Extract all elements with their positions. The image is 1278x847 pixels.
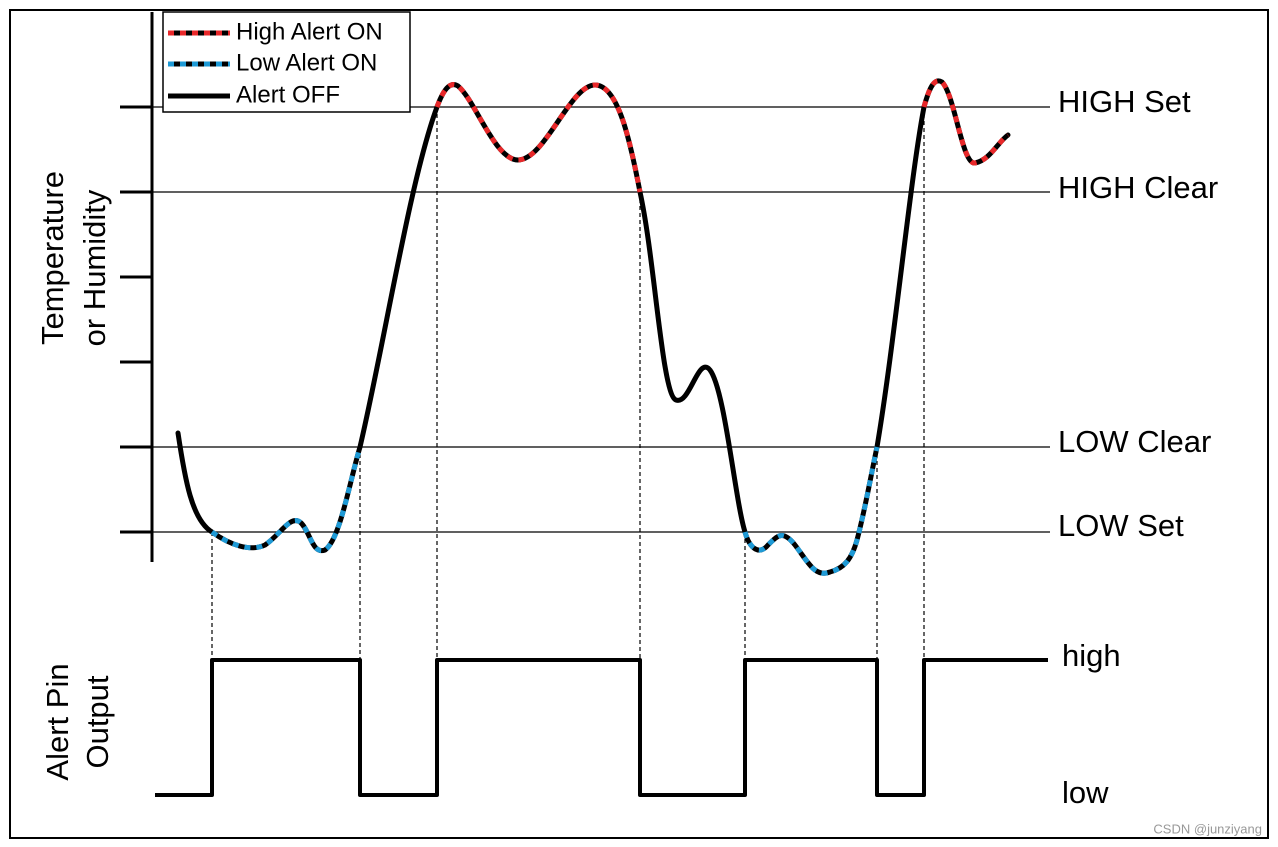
- watermark: CSDN @junziyang: [1153, 821, 1262, 836]
- threshold-label: HIGH Clear: [1058, 170, 1218, 205]
- guides: [211, 107, 925, 795]
- threshold-label: LOW Clear: [1058, 424, 1211, 459]
- threshold-label: HIGH Set: [1058, 84, 1191, 119]
- pin-level-label: low: [1062, 775, 1109, 810]
- frame: [9, 9, 1269, 839]
- low-alert-segment: [210, 446, 363, 554]
- signal-curve: [175, 78, 1011, 576]
- threshold-lines: [152, 106, 1050, 533]
- pin-level-label: high: [1062, 638, 1121, 673]
- ticks: [120, 105, 152, 534]
- pin-output: [155, 658, 1048, 797]
- low-alert-segment: [742, 446, 880, 576]
- legend-label: High Alert ON: [236, 18, 383, 45]
- high-alert-segment: [921, 78, 1010, 166]
- legend-label: Alert OFF: [236, 81, 340, 108]
- axis-label: Output: [80, 675, 115, 768]
- high-alert-segment: [434, 82, 643, 193]
- axis-label: Temperature: [35, 171, 70, 345]
- axis-label: Alert Pin: [40, 663, 75, 780]
- axis-label: or Humidity: [77, 189, 112, 346]
- threshold-label: LOW Set: [1058, 508, 1184, 543]
- legend-label: Low Alert ON: [236, 49, 377, 76]
